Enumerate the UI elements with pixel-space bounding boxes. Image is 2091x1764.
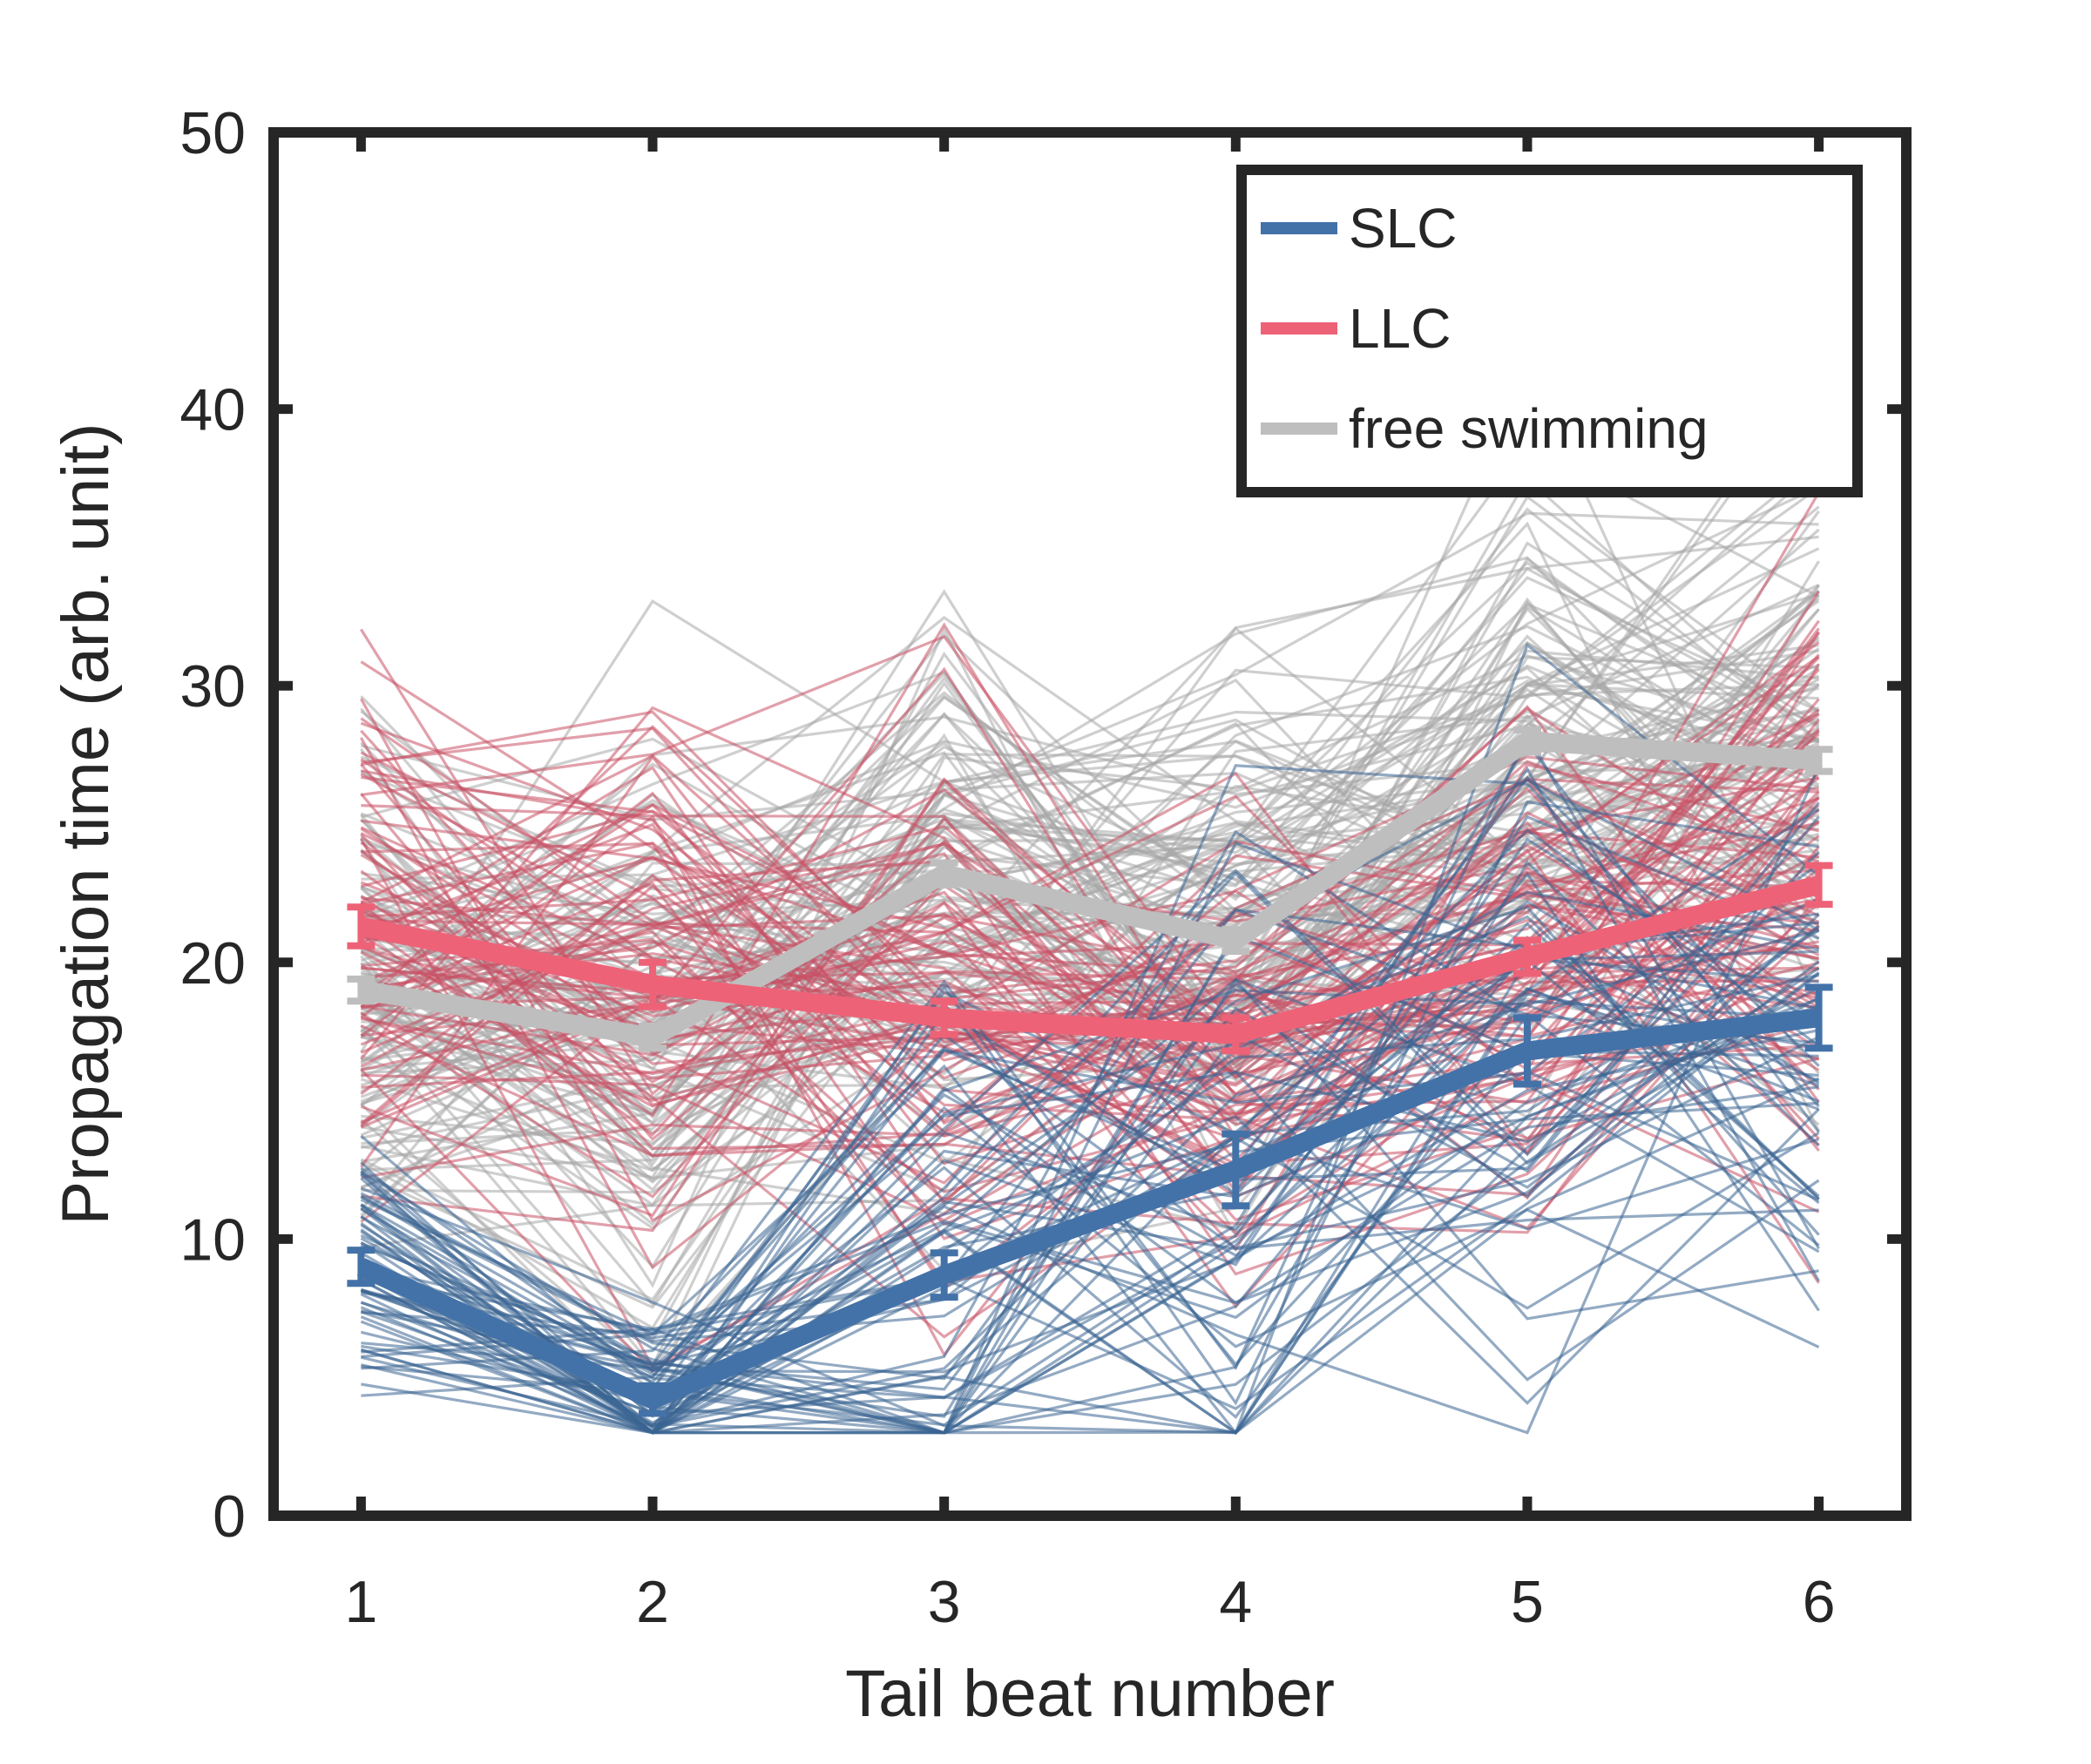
trace-line [361,990,1820,1405]
y-tick-label: 40 [179,377,246,443]
legend-label-slc: SLC [1349,197,1458,260]
y-tick-label: 10 [179,1206,246,1273]
trace-line [361,641,1820,1075]
y-axis-title: Propagation time (arb. unit) [49,423,123,1226]
legend-box [1236,165,1863,497]
trace-line [361,775,1820,1103]
trace-line [360,837,1820,1435]
trace-line [360,521,1821,1152]
x-axis-title: Tail beat number [845,1657,1335,1731]
trace-line [361,957,1820,1435]
trace-line [361,803,1820,1076]
trace-line [361,651,1819,1179]
x-tick-label: 4 [1219,1569,1252,1635]
trace-line [360,625,1820,1071]
y-tick-label: 30 [179,653,246,720]
trace-line [361,511,1819,1164]
trace-line [360,773,1820,1163]
trace-line [361,977,1819,1435]
trace-line [360,764,1820,1435]
trace-line [361,895,1820,1230]
y-tick-label: 20 [179,930,246,997]
trace-line [360,1085,1819,1335]
trace-line [360,717,1819,1019]
trace-line [360,628,1820,1097]
series-line-free-swimming [359,731,1820,1047]
trace-line [360,844,1820,1054]
x-tick-label: 2 [636,1569,669,1635]
trace-line [360,725,1820,1152]
trace-line [360,841,1819,1044]
legend: SLC LLC free swimming [1236,165,1863,497]
x-tick-label: 5 [1511,1569,1544,1635]
individual-traces [359,352,1821,1436]
trace-line [360,935,1820,1435]
trace-line [360,850,1820,1373]
x-tick-label: 3 [928,1569,961,1635]
y-tick-label: 50 [179,100,246,166]
y-tick-label: 0 [213,1484,246,1550]
series-line-llc [359,875,1822,1044]
series-line-slc [356,1008,1820,1409]
x-tick-label: 1 [344,1569,377,1635]
trace-line [360,709,1820,1119]
trace-line [361,632,1820,1071]
trace-line [360,1032,1820,1379]
trace-line [360,949,1819,1435]
trace-line [360,815,1820,1391]
trace-line [361,1070,1820,1435]
trace-line [360,933,1819,1418]
legend-label-llc: LLC [1349,297,1451,360]
trace-line [361,929,1819,1435]
plot-frame [268,127,1912,1521]
trace-line [360,708,1820,1168]
axes: 1 2 3 4 5 6 0 10 20 30 40 50 [179,100,1912,1635]
trace-line [360,800,1819,1436]
trace-line [360,860,1820,1435]
mean-series-lines [347,727,1833,1417]
legend-label-free-swimming: free swimming [1349,397,1709,460]
trace-line [360,660,1820,1116]
trace-line [361,797,1820,1085]
trace-line [361,647,1820,881]
x-tick-label: 6 [1803,1569,1836,1635]
